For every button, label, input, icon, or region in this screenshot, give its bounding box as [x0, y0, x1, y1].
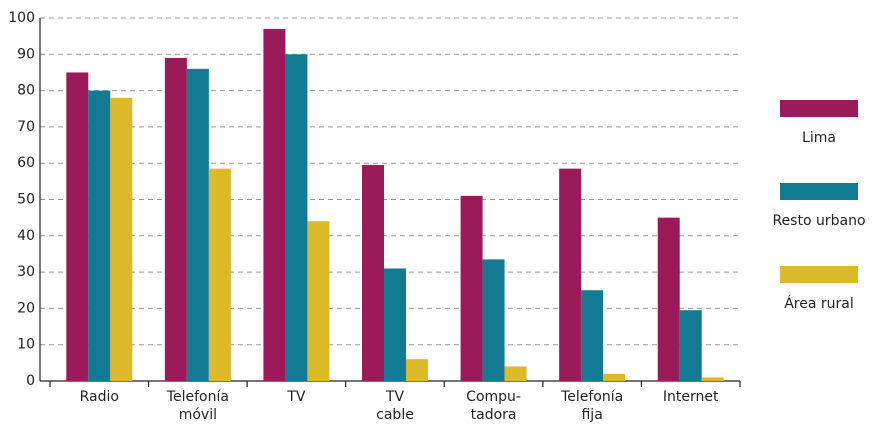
- bar: [110, 97, 133, 382]
- y-tick-label: 10: [17, 337, 35, 353]
- y-tick-label: 80: [17, 83, 35, 99]
- legend-label: Resto urbano: [772, 213, 865, 229]
- x-tick-label-line: Telefonía: [166, 389, 229, 405]
- legend-label: Lima: [802, 130, 836, 146]
- x-tick-label-line: Telefonía: [560, 389, 623, 405]
- legend-label: Área rural: [784, 295, 854, 312]
- x-tick-label: Telefonía fija: [560, 389, 623, 423]
- x-tick-label: TV cable: [376, 389, 414, 423]
- x-tick-label-line: Radio: [80, 389, 119, 405]
- bar: [460, 195, 483, 381]
- bar: [581, 290, 604, 381]
- bar: [208, 168, 231, 381]
- bar: [66, 72, 89, 381]
- y-tick-label: 90: [17, 46, 35, 62]
- bar: [186, 68, 209, 381]
- bar: [679, 310, 702, 381]
- bar: [603, 373, 626, 381]
- y-tick-label: 100: [8, 10, 35, 26]
- x-tick-label-line: móvil: [179, 407, 217, 423]
- bar: [285, 54, 308, 382]
- y-tick-label: 30: [17, 264, 35, 280]
- bar: [504, 366, 527, 381]
- x-tick-label-line: TV: [385, 389, 405, 405]
- x-tick-label: Radio: [80, 389, 119, 405]
- legend-swatch: [780, 183, 858, 200]
- bar: [164, 57, 187, 382]
- x-tick-label: TV: [286, 389, 306, 405]
- y-tick-label: 0: [26, 373, 35, 389]
- x-tick-label-line: fija: [581, 407, 602, 423]
- x-tick-label-line: cable: [376, 407, 414, 423]
- bar: [384, 268, 406, 381]
- y-tick-label: 50: [17, 192, 35, 208]
- bar: [406, 359, 428, 381]
- bar: [559, 168, 582, 381]
- y-tick-label: 70: [17, 119, 35, 135]
- bar: [88, 90, 111, 381]
- bar: [657, 217, 680, 381]
- y-tick-label: 40: [17, 228, 35, 244]
- legend-swatch: [780, 266, 858, 283]
- x-tick-label-line: TV: [286, 389, 306, 405]
- legend-swatch: [780, 100, 858, 117]
- bar: [362, 165, 384, 381]
- x-tick-label-line: tadora: [471, 407, 517, 423]
- y-tick-label: 60: [17, 155, 35, 171]
- x-tick-label: Compu-tadora: [466, 389, 521, 423]
- x-tick-label-line: Internet: [663, 389, 719, 405]
- bar: [263, 28, 286, 381]
- bar: [482, 259, 505, 381]
- x-tick-label-line: Compu-: [466, 389, 521, 405]
- bar: [307, 221, 330, 381]
- y-tick-label: 20: [17, 300, 35, 316]
- bar: [701, 377, 724, 381]
- x-tick-label: Telefonía móvil: [166, 389, 229, 423]
- x-tick-label: Internet: [663, 389, 719, 405]
